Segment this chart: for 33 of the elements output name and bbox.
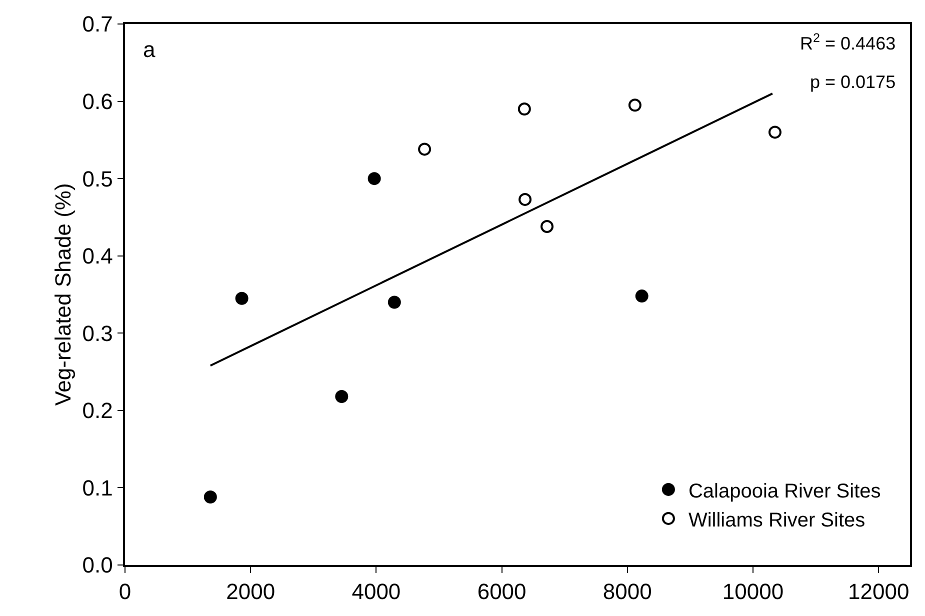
y-tick-label: 0.0 [82, 552, 113, 578]
x-tick-label: 2000 [226, 579, 276, 604]
x-tick-label: 4000 [352, 579, 401, 604]
annotation: a [143, 37, 156, 62]
point [335, 390, 348, 404]
point [628, 98, 642, 112]
legend-label: Calapooia River Sites [688, 480, 881, 502]
point [368, 172, 381, 186]
annotation: p = 0.0175 [810, 72, 896, 92]
point [518, 102, 531, 116]
y-tick-label: 0.7 [82, 12, 113, 37]
point [204, 490, 217, 504]
y-axis-title: Veg-related Shade (%) [50, 183, 76, 406]
point [768, 126, 782, 139]
x-tick-label: 8000 [602, 579, 652, 604]
y-tick-label: 0.6 [82, 88, 113, 114]
point [235, 292, 248, 305]
y-tick-label: 0.4 [82, 244, 113, 269]
annotation: R$^{2}$ = 0.4463 [800, 31, 896, 54]
point [418, 142, 432, 156]
y-tick-label: 0.1 [82, 475, 113, 500]
legend-label: Williams River Sites [688, 509, 866, 532]
y-tick-label: 0.2 [82, 398, 113, 424]
x-tick-label: 0 [118, 579, 132, 604]
point [635, 290, 648, 303]
point [518, 192, 532, 206]
y-tick-label: 0.5 [82, 166, 113, 192]
point [540, 220, 554, 233]
y-tick-label: 0.3 [82, 320, 113, 346]
x-tick-label: 10000 [722, 579, 784, 604]
x-tick-label: 12000 [848, 579, 910, 604]
x-tick-label: 6000 [477, 579, 526, 604]
point [388, 296, 401, 309]
